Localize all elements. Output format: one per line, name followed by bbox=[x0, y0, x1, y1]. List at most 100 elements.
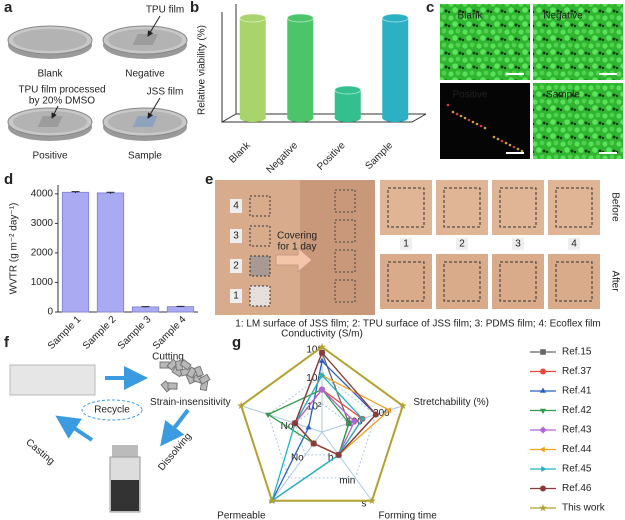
label: Positive bbox=[452, 90, 487, 101]
label: Casting bbox=[23, 437, 56, 467]
error-bar bbox=[106, 191, 115, 194]
label: 4 bbox=[571, 239, 577, 250]
label: 2000 bbox=[31, 248, 54, 259]
panel-letter: c bbox=[426, 0, 434, 16]
label: Negative bbox=[125, 69, 165, 80]
dot bbox=[463, 116, 467, 120]
marker bbox=[367, 496, 376, 505]
tick bbox=[321, 402, 323, 405]
dot bbox=[520, 149, 524, 153]
label: 3 bbox=[515, 239, 521, 250]
patch bbox=[334, 219, 356, 243]
bar bbox=[96, 192, 125, 313]
frame bbox=[443, 187, 481, 228]
error-bar bbox=[141, 306, 150, 308]
marker bbox=[320, 372, 326, 379]
legend-marker bbox=[539, 426, 547, 434]
frame bbox=[387, 187, 425, 228]
marker bbox=[318, 342, 326, 351]
label: 1: LM surface of JSS film; 2: TPU surfac… bbox=[235, 319, 600, 330]
legend-marker bbox=[539, 446, 545, 453]
num-bg bbox=[230, 199, 242, 213]
skin-after bbox=[436, 254, 488, 309]
bar-base bbox=[287, 114, 314, 122]
bar bbox=[61, 191, 90, 313]
label: Negative bbox=[543, 11, 583, 22]
skin-after bbox=[492, 254, 544, 309]
piece bbox=[198, 373, 211, 385]
legend-marker bbox=[539, 408, 547, 414]
num-bg bbox=[512, 238, 524, 250]
grid-ring bbox=[267, 374, 377, 479]
label: Covering bbox=[277, 231, 317, 242]
skin-photo bbox=[300, 180, 375, 315]
skin-before bbox=[492, 180, 544, 235]
bar-base bbox=[239, 114, 266, 122]
label: 1 bbox=[233, 291, 239, 302]
label: Ref.45 bbox=[562, 464, 592, 475]
skin-before bbox=[380, 180, 432, 235]
label: for 1 day bbox=[278, 242, 317, 253]
skin-after bbox=[548, 254, 600, 309]
legend-marker bbox=[541, 465, 547, 473]
label: Before bbox=[609, 192, 620, 222]
bar bbox=[239, 18, 266, 118]
panel-letter: f bbox=[4, 334, 10, 351]
label: TPU film processed bbox=[18, 85, 105, 96]
legend-marker bbox=[539, 503, 547, 512]
marker bbox=[319, 349, 325, 356]
vial-cap bbox=[112, 445, 138, 457]
error-bar bbox=[176, 305, 185, 308]
label: 10⁶ bbox=[306, 345, 321, 356]
label: Ref.42 bbox=[562, 405, 592, 416]
label: Ref.46 bbox=[562, 483, 592, 494]
panel-letter: g bbox=[232, 334, 241, 351]
label: min bbox=[339, 475, 355, 486]
bar bbox=[287, 18, 314, 118]
bar bbox=[334, 90, 361, 118]
bar bbox=[131, 306, 160, 313]
label: Conductivity (S/m) bbox=[281, 329, 363, 340]
series-line bbox=[294, 351, 377, 456]
label: Sample 2 bbox=[81, 314, 119, 352]
dot bbox=[516, 147, 520, 151]
marker bbox=[318, 386, 326, 393]
series-line bbox=[239, 345, 405, 502]
label: 4 bbox=[233, 201, 239, 212]
bar-base bbox=[334, 114, 361, 122]
legend-marker bbox=[539, 387, 547, 393]
num-bg bbox=[456, 238, 468, 250]
num-bg bbox=[230, 259, 242, 273]
dot bbox=[467, 118, 471, 122]
skin-after bbox=[380, 254, 432, 309]
frame bbox=[443, 261, 481, 302]
patch bbox=[249, 255, 271, 277]
label: Ref.43 bbox=[562, 425, 592, 436]
dot bbox=[455, 112, 459, 116]
series-line bbox=[270, 374, 364, 503]
marker bbox=[335, 451, 342, 458]
label: Negative bbox=[265, 140, 301, 176]
patch bbox=[249, 285, 271, 307]
marker bbox=[237, 401, 246, 410]
micrograph bbox=[533, 4, 623, 80]
tick bbox=[354, 477, 357, 479]
marker bbox=[345, 421, 352, 427]
label: Sample bbox=[128, 151, 162, 162]
panel-letter: d bbox=[4, 171, 13, 188]
frame bbox=[387, 261, 425, 302]
patch bbox=[334, 279, 356, 303]
dot bbox=[508, 143, 512, 147]
patch bbox=[249, 195, 271, 217]
label: Relative viability (%) bbox=[197, 25, 208, 115]
label: by 20% DMSO bbox=[29, 96, 95, 107]
error-bar bbox=[71, 191, 80, 194]
label: Ref.41 bbox=[562, 386, 592, 397]
patch bbox=[334, 249, 356, 273]
label: 1 bbox=[403, 239, 409, 250]
label: Ref.37 bbox=[562, 366, 592, 377]
marker bbox=[398, 401, 407, 410]
marker bbox=[310, 440, 317, 447]
label: 10² bbox=[307, 401, 322, 412]
num-bg bbox=[230, 229, 242, 243]
